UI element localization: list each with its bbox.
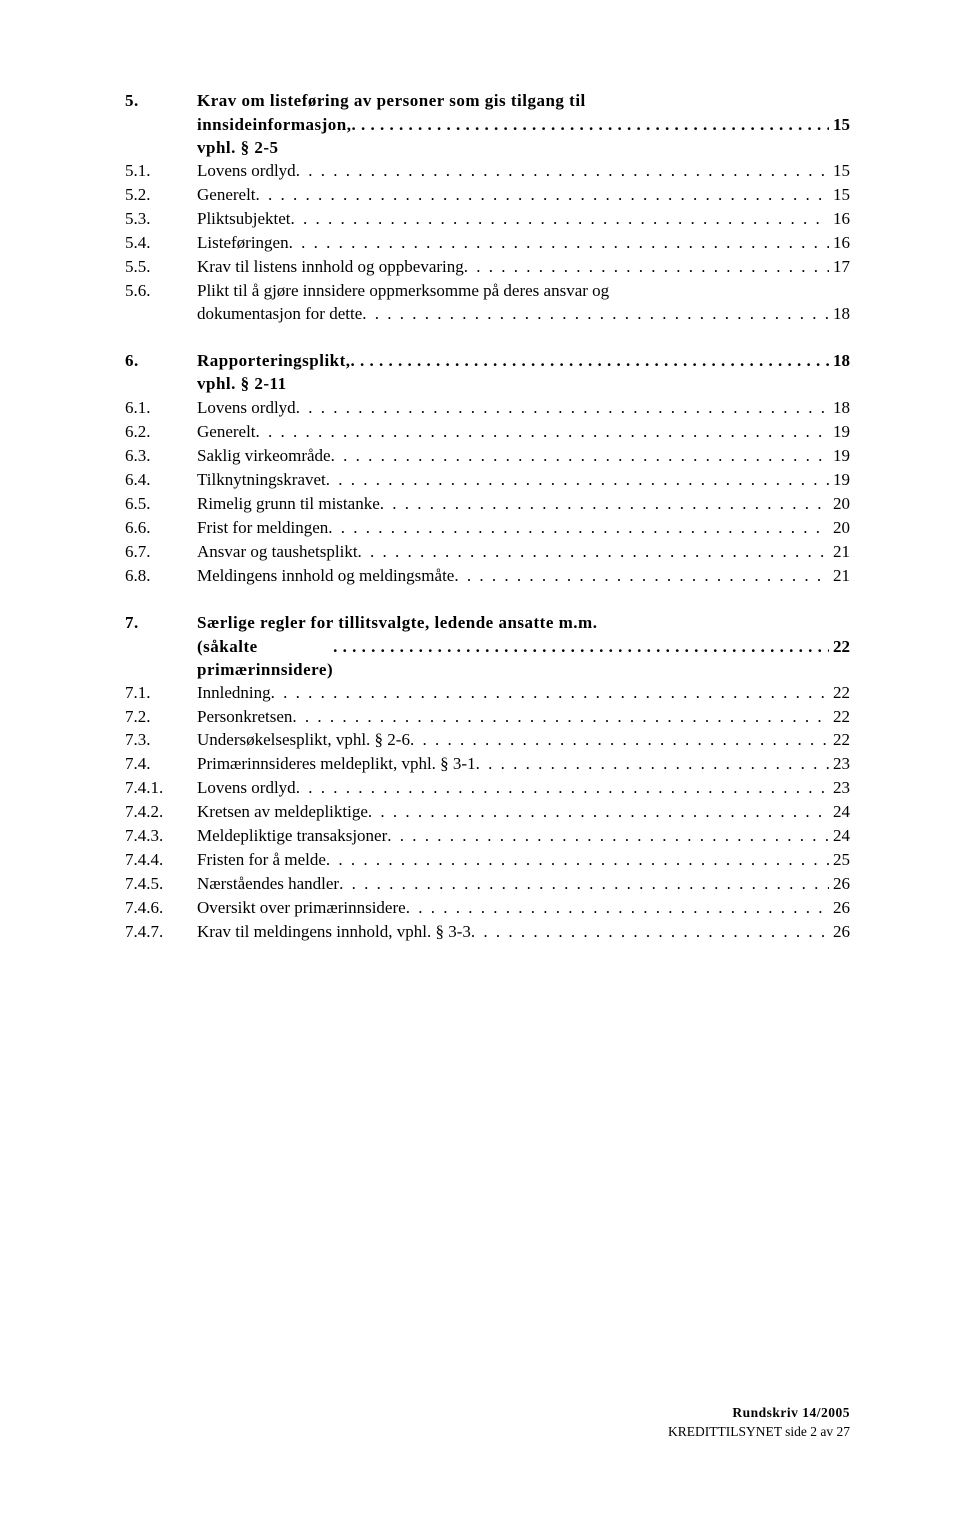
page-footer: Rundskriv 14/2005 KREDITTILSYNET side 2 … bbox=[125, 1404, 850, 1442]
toc-item: 6.7.Ansvar og taushetsplikt21 bbox=[125, 541, 850, 564]
footer-line: Rundskriv 14/2005 bbox=[125, 1404, 850, 1423]
toc-item: 7.4.2.Kretsen av meldepliktige24 bbox=[125, 801, 850, 824]
toc-item: 7.4.3.Meldepliktige transaksjoner24 bbox=[125, 825, 850, 848]
table-of-contents: 5. Krav om listeføring av personer som g… bbox=[125, 90, 850, 944]
toc-item: 6.4.Tilknytningskravet19 bbox=[125, 469, 850, 492]
toc-item: 7.4.Primærinnsideres meldeplikt, vphl. §… bbox=[125, 753, 850, 776]
toc-item: 6.2.Generelt19 bbox=[125, 421, 850, 444]
toc-section: 5. Krav om listeføring av personer som g… bbox=[125, 90, 850, 326]
leader-dots bbox=[333, 636, 829, 659]
toc-item: 6.3.Saklig virkeområde19 bbox=[125, 445, 850, 468]
toc-section: 6. Rapporteringsplikt, vphl. § 2-11 18 6… bbox=[125, 350, 850, 587]
toc-title-line: Rapporteringsplikt, vphl. § 2-11 bbox=[197, 350, 351, 396]
toc-item: 5.1.Lovens ordlyd15 bbox=[125, 160, 850, 183]
toc-num: 5. bbox=[125, 90, 197, 113]
toc-item: 5.4.Listeføringen16 bbox=[125, 232, 850, 255]
toc-num: 7. bbox=[125, 612, 197, 635]
toc-title-line: (såkalte primærinnsidere) bbox=[197, 636, 333, 682]
toc-title-line: innsideinformasjon, vphl. § 2-5 bbox=[197, 114, 352, 160]
toc-page: 22 bbox=[829, 636, 850, 659]
toc-item: 7.2.Personkretsen22 bbox=[125, 706, 850, 729]
leader-dots bbox=[351, 350, 829, 373]
toc-section-head: 5. Krav om listeføring av personer som g… bbox=[125, 90, 850, 160]
toc-item: 5.6. Plikt til å gjøre innsidere oppmerk… bbox=[125, 280, 850, 327]
toc-page: 15 bbox=[829, 114, 850, 137]
leader-dots bbox=[352, 114, 830, 137]
toc-item: 6.8.Meldingens innhold og meldingsmåte21 bbox=[125, 565, 850, 588]
toc-section-head: 7. Særlige regler for tillitsvalgte, led… bbox=[125, 612, 850, 682]
toc-page: 18 bbox=[829, 350, 850, 373]
toc-item: 7.4.7.Krav til meldingens innhold, vphl.… bbox=[125, 921, 850, 944]
toc-item: 6.6.Frist for meldingen20 bbox=[125, 517, 850, 540]
toc-item: 7.1.Innledning22 bbox=[125, 682, 850, 705]
toc-item: 6.1.Lovens ordlyd18 bbox=[125, 397, 850, 420]
toc-num: 6. bbox=[125, 350, 197, 373]
toc-title-line: Krav om listeføring av personer som gis … bbox=[197, 90, 586, 113]
toc-item: 6.5.Rimelig grunn til mistanke20 bbox=[125, 493, 850, 516]
toc-item: 5.2.Generelt15 bbox=[125, 184, 850, 207]
toc-item: 5.3.Pliktsubjektet16 bbox=[125, 208, 850, 231]
toc-section: 7. Særlige regler for tillitsvalgte, led… bbox=[125, 612, 850, 944]
toc-item: 7.4.5.Nærståendes handler26 bbox=[125, 873, 850, 896]
toc-item: 7.4.6.Oversikt over primærinnsidere26 bbox=[125, 897, 850, 920]
toc-item: 7.4.4.Fristen for å melde25 bbox=[125, 849, 850, 872]
toc-section-head: 6. Rapporteringsplikt, vphl. § 2-11 18 bbox=[125, 350, 850, 396]
toc-item: 5.5.Krav til listens innhold og oppbevar… bbox=[125, 256, 850, 279]
footer-line: KREDITTILSYNET side 2 av 27 bbox=[125, 1423, 850, 1442]
toc-item: 7.4.1.Lovens ordlyd23 bbox=[125, 777, 850, 800]
toc-item: 7.3.Undersøkelsesplikt, vphl. § 2-622 bbox=[125, 729, 850, 752]
toc-title-line: Særlige regler for tillitsvalgte, ledend… bbox=[197, 612, 597, 635]
